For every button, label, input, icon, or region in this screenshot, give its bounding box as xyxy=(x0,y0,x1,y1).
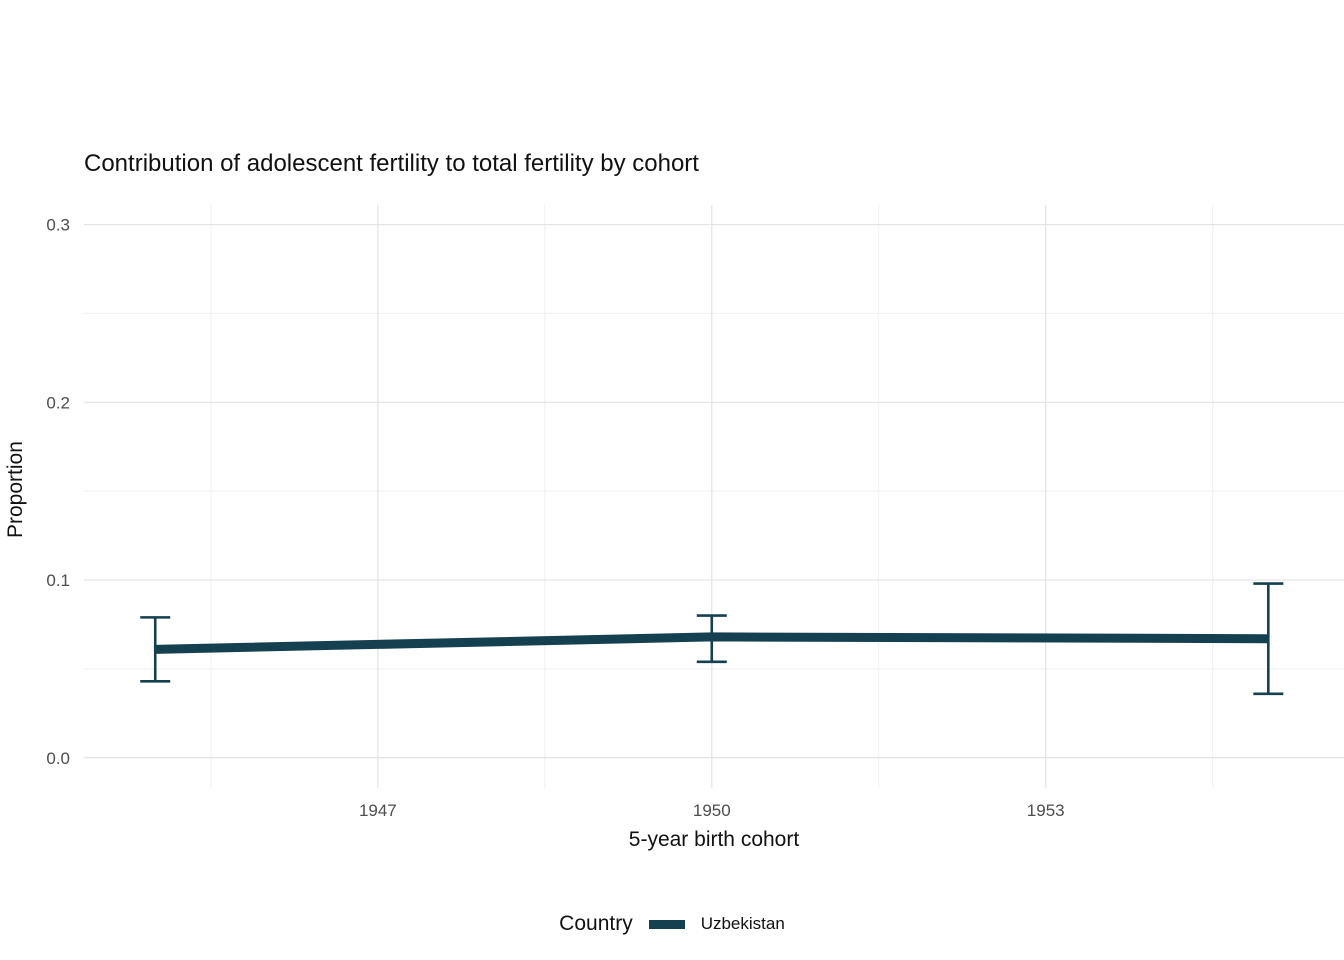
x-axis-title: 5-year birth cohort xyxy=(628,828,800,851)
y-tick-label: 0.0 xyxy=(46,749,70,768)
y-tick-label: 0.1 xyxy=(46,571,70,590)
series-line-uzbekistan xyxy=(155,632,1269,654)
y-axis-title: Proportion xyxy=(4,441,27,539)
x-tick-label: 1947 xyxy=(359,801,397,820)
y-tick-label: 0.2 xyxy=(46,393,70,412)
legend: Country Uzbekistan xyxy=(0,906,1344,942)
chart-title: Contribution of adolescent fertility to … xyxy=(84,150,699,177)
x-tick-label: 1950 xyxy=(693,801,731,820)
legend-label-uzbekistan: Uzbekistan xyxy=(700,914,785,933)
legend-title: Country xyxy=(559,912,633,935)
legend-swatch-uzbekistan xyxy=(648,919,685,929)
x-tick-label: 1953 xyxy=(1027,801,1065,820)
y-tick-label: 0.3 xyxy=(46,216,70,235)
